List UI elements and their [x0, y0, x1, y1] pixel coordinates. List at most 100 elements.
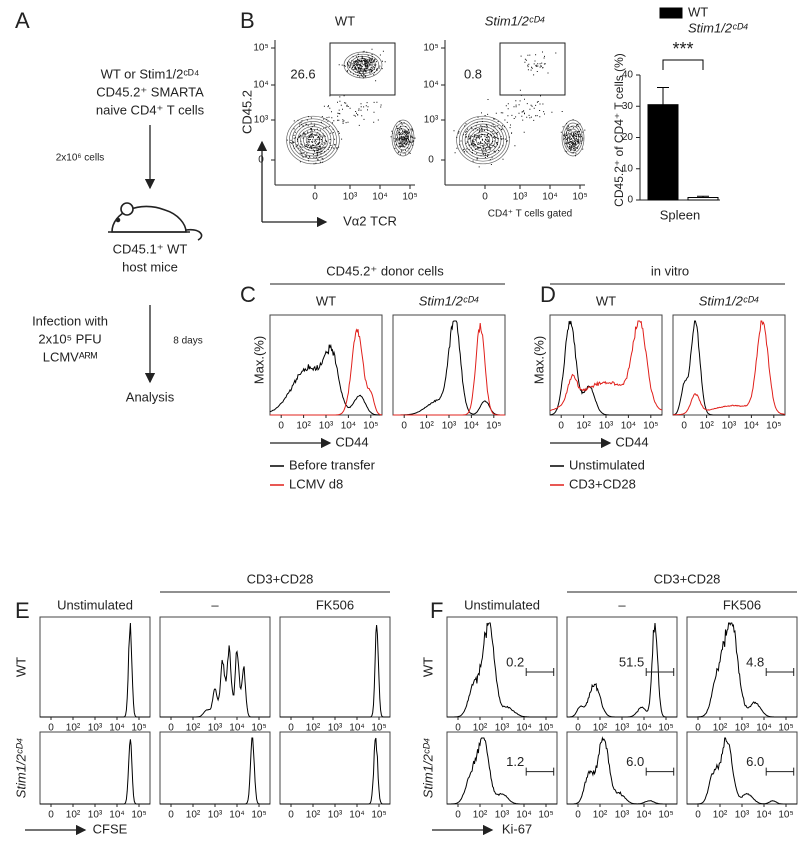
histogram: [447, 622, 557, 718]
plot-frame: [392, 314, 506, 416]
gate-value: 51.5: [619, 654, 644, 669]
x-tick-label: 10⁵: [131, 723, 146, 734]
y-tick-label: 10⁴: [253, 80, 268, 91]
x-tick-label: 0: [455, 810, 461, 821]
histogram: [280, 737, 390, 805]
x-axis-label: Vα2 TCR: [343, 213, 397, 228]
x-tick-label: 10⁴: [229, 723, 244, 734]
x-tick-label: 0: [695, 810, 701, 821]
x-tick-label: 10³: [328, 723, 343, 734]
y-tick-label: 10: [622, 163, 634, 174]
legend-label: CD3+CD28: [569, 476, 636, 491]
infection-text: Infection with: [32, 313, 108, 328]
x-tick-label: 10⁴: [621, 421, 636, 432]
histogram: [549, 320, 662, 416]
genotype-title: Stim1/2ᶜᴰ⁴: [485, 13, 546, 28]
x-tick-label: 10³: [88, 810, 103, 821]
x-tick-label: 10⁴: [109, 810, 124, 821]
column-header: –: [211, 597, 219, 612]
x-tick-label: 10⁴: [229, 810, 244, 821]
x-tick-label: 10²: [699, 421, 714, 432]
x-tick-label: 10³: [615, 723, 630, 734]
legend-swatch: [659, 7, 683, 19]
x-tick-label: 10²: [473, 723, 488, 734]
y-axis-label: CD45.2: [239, 90, 254, 134]
histogram: [672, 320, 785, 416]
column-header: Unstimulated: [57, 597, 133, 612]
x-tick-label: 10⁴: [109, 723, 124, 734]
significance-bracket: [662, 59, 704, 70]
histogram: [40, 622, 150, 718]
x-tick-label: 10³: [513, 192, 528, 203]
genotype-title: WT: [596, 293, 616, 308]
histogram: [567, 736, 677, 805]
x-tick-label: 10⁴: [542, 192, 557, 203]
x-axis-label: Ki-67: [502, 821, 532, 836]
x-tick-label: 10⁴: [372, 192, 387, 203]
plot-frame: [159, 616, 271, 718]
contour: [461, 121, 505, 159]
y-tick-label: 10³: [254, 115, 269, 126]
x-tick-label: 10⁴: [636, 810, 651, 821]
y-tick-label: 0: [627, 195, 633, 206]
x-tick-label: 10⁴: [516, 723, 531, 734]
x-tick-label: 10⁵: [658, 810, 673, 821]
y-tick-label: 10⁵: [423, 43, 438, 54]
donor-text: naive CD4⁺ T cells: [96, 102, 205, 117]
y-tick-label: 10⁵: [253, 43, 268, 54]
x-tick-label: 10³: [208, 810, 223, 821]
genotype-title: Stim1/2ᶜᴰ⁴: [699, 293, 760, 308]
contour: [294, 123, 332, 157]
host-text: CD45.1⁺ WT: [113, 241, 188, 256]
row-label: WT: [420, 657, 435, 677]
contour: [470, 128, 496, 152]
histogram: [549, 320, 663, 412]
contour: [291, 121, 335, 159]
x-tick-label: 10³: [599, 421, 614, 432]
y-tick-label: 10⁴: [423, 80, 438, 91]
x-tick-label: 10⁴: [341, 421, 356, 432]
histogram: [567, 622, 677, 718]
histogram: [687, 737, 797, 805]
plot-frame: [549, 314, 663, 416]
x-tick-label: 10⁴: [516, 810, 531, 821]
x-tick-label: 10⁵: [572, 192, 587, 203]
x-tick-label: 10⁴: [464, 421, 479, 432]
histogram: [160, 737, 270, 805]
histogram: [447, 737, 557, 805]
histogram: [673, 320, 785, 416]
group-header: CD3+CD28: [654, 571, 721, 586]
x-tick-label: 10⁵: [643, 421, 658, 432]
row-label: Stim1/2ᶜᴰ⁴: [420, 738, 435, 799]
x-tick-label: 10⁴: [756, 723, 771, 734]
x-tick-label: 10⁵: [251, 810, 266, 821]
dose-text: 2x10⁶ cells: [56, 153, 105, 164]
legend-label: Stim1/2ᶜᴰ⁴: [688, 20, 749, 35]
histogram: [270, 328, 383, 416]
x-tick-label: 10³: [735, 810, 750, 821]
gate-bracket: [645, 668, 675, 676]
gate-value: 0.2: [506, 654, 524, 669]
x-tick-label: 0: [288, 723, 294, 734]
panel-header: CD45.2⁺ donor cells: [326, 263, 444, 278]
y-tick-label: 10³: [424, 115, 439, 126]
x-tick-label: 10³: [328, 810, 343, 821]
contour: [464, 123, 502, 157]
x-tick-label: 10²: [306, 723, 321, 734]
x-tick-label: 0: [278, 421, 284, 432]
x-tick-label: 10²: [576, 421, 591, 432]
x-tick-label: 10²: [419, 421, 434, 432]
x-tick-label: 0: [455, 723, 461, 734]
infection-text: 2x10⁵ PFU: [38, 331, 101, 346]
gate-value: 4.8: [746, 654, 764, 669]
panel-letter: C: [240, 282, 256, 307]
gate-bracket: [645, 767, 675, 776]
gate: [499, 42, 566, 96]
bar: [687, 197, 719, 201]
x-tick-label: 10³: [495, 723, 510, 734]
contour: [397, 128, 409, 148]
x-tick-label: 10³: [208, 723, 223, 734]
x-tick-label: 0: [288, 810, 294, 821]
bar: [647, 104, 679, 201]
